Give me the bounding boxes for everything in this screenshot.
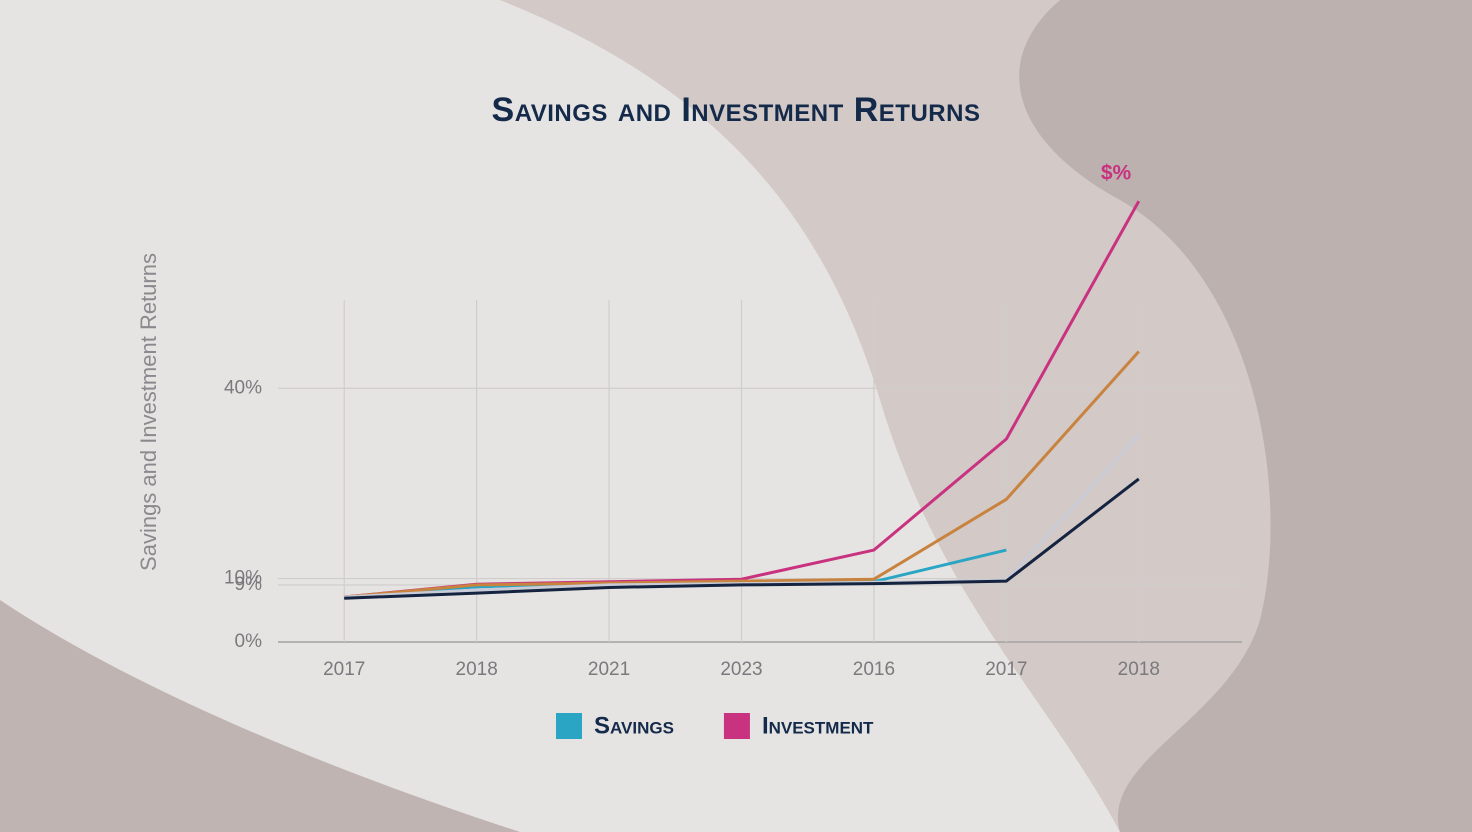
x-tick-label: 2018 [1118,659,1160,680]
x-tick-label: 2017 [323,659,365,680]
legend-swatch [556,713,582,739]
chart-title: Savings and Investment Returns [492,91,981,129]
y-axis-label: Savings and Investment Returns [136,253,161,571]
bg-shape [1019,0,1472,832]
x-tick-label: 2023 [720,659,762,680]
y-tick-label: 0% [235,631,263,652]
y-tick-label: 40% [224,377,262,398]
x-tick-label: 2016 [853,659,895,680]
x-tick-label: 2017 [985,659,1027,680]
annotation: $% [1101,162,1132,185]
y-tick-label: 9% [235,574,263,595]
legend-label: Investment [762,712,874,739]
bg-shape [0,600,520,832]
legend-label: Savings [594,712,674,739]
x-tick-label: 2018 [456,659,498,680]
series-line [344,350,1140,599]
y-tick-label: 10% [224,568,262,589]
legend-swatch [723,713,750,739]
x-tick-label: 2021 [588,659,630,680]
series-line [344,477,1140,600]
